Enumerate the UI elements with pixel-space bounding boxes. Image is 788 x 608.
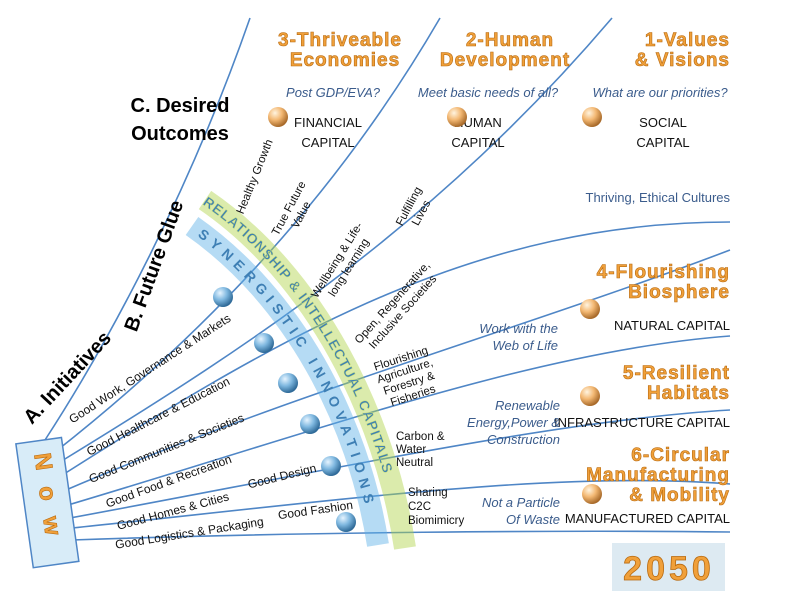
row-motto: Work with the (479, 321, 558, 336)
glue-label: B. Future Glue (120, 197, 188, 334)
glue-item: Biomimicry (408, 515, 464, 527)
glue-item: Sharing (408, 487, 448, 499)
end-box (612, 543, 725, 591)
initiative: Good Design (246, 461, 317, 492)
culture-label: Thriving, Ethical Cultures (586, 190, 731, 205)
row-motto: Construction (487, 432, 560, 447)
capital-label: MANUFACTURED CAPITAL (565, 511, 730, 526)
row-title: & Mobility (629, 485, 730, 506)
capital-label: SOCIAL (639, 115, 687, 130)
spheres (213, 107, 602, 532)
column-title: Development (440, 50, 570, 71)
column-title: 1-Values (645, 30, 730, 51)
glue-item: Water (396, 444, 426, 456)
column-question: What are our priorities? (592, 85, 728, 100)
outcomes-label: C. Desired (131, 95, 230, 117)
row-motto: Not a Particle (482, 495, 560, 510)
glue-item: C2C (408, 501, 431, 513)
row-title: 6-Circular (631, 445, 730, 466)
row-motto: Energy,Power & (467, 415, 560, 430)
glue-item: Carbon & (396, 431, 445, 443)
row-title: Habitats (647, 383, 730, 404)
capital-label: FINANCIAL (294, 115, 362, 130)
curves (44, 17, 731, 541)
capital-label: CAPITAL (451, 135, 504, 150)
outcomes-label: Outcomes (131, 123, 229, 145)
glue-item: Wellbeing & Life- long learning (309, 220, 371, 300)
column-title: & Visions (635, 50, 730, 71)
row-motto: Renewable (495, 398, 560, 413)
capital-label: INFRASTRUCTURE CAPITAL (554, 415, 730, 430)
column-question: Post GDP/EVA? (286, 85, 381, 100)
now-box (15, 436, 80, 569)
row-title: 5-Resilient (623, 363, 730, 384)
capital-label: CAPITAL (301, 135, 354, 150)
glue-item: Healthy Growth (235, 138, 276, 216)
glue-item: Neutral (396, 457, 433, 469)
glue-item: True Future Value (270, 179, 314, 237)
glue-item: Open, Regenerative, Inclusive Societies (353, 260, 440, 352)
now-box: Now (15, 436, 80, 569)
end-label: 2050 (623, 550, 715, 588)
column-title: 3-Thriveable (278, 30, 402, 51)
glue-item: Flourishing Agriculture, Forestry & Fish… (372, 345, 437, 409)
row-motto: Of Waste (506, 512, 560, 527)
row-motto: Web of Life (492, 338, 558, 353)
column-title: Economies (290, 50, 400, 71)
row-title: 4-Flourishing (597, 262, 730, 283)
row-title: Biosphere (628, 282, 730, 303)
capital-label: CAPITAL (636, 135, 689, 150)
glue-item: Open, Regenerative, (353, 260, 433, 347)
column-title: 2-Human (466, 30, 554, 51)
row-title: Manufacturing (586, 465, 730, 486)
column-question: Meet basic needs of all? (418, 85, 559, 100)
capital-label: NATURAL CAPITAL (614, 318, 730, 333)
